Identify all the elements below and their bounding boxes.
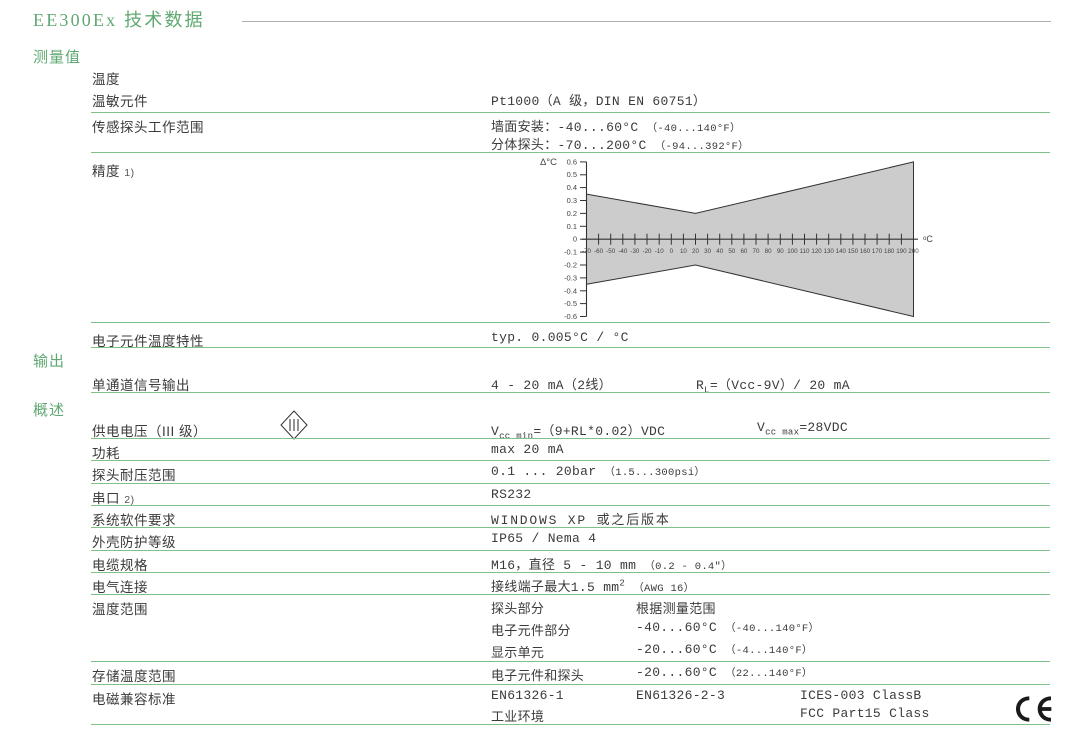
svg-text:40: 40 — [716, 248, 723, 255]
svg-text:0: 0 — [573, 235, 577, 244]
svg-text:0.2: 0.2 — [567, 209, 577, 218]
svg-text:170: 170 — [872, 248, 883, 255]
svg-text:-10: -10 — [655, 248, 665, 255]
svg-text:70: 70 — [753, 248, 760, 255]
svg-text:-50: -50 — [606, 248, 616, 255]
svg-text:130: 130 — [824, 248, 835, 255]
svg-text:-20: -20 — [643, 248, 653, 255]
svg-text:0.1: 0.1 — [567, 222, 577, 231]
svg-text:20: 20 — [692, 248, 699, 255]
svg-text:110: 110 — [800, 248, 810, 255]
svg-text:-30: -30 — [630, 248, 640, 255]
svg-text:-0.6: -0.6 — [564, 312, 577, 321]
svg-text:150: 150 — [848, 248, 859, 255]
svg-text:Δ°C: Δ°C — [540, 157, 557, 168]
svg-text:10: 10 — [680, 248, 687, 255]
svg-text:-40: -40 — [618, 248, 628, 255]
svg-text:0.3: 0.3 — [567, 196, 577, 205]
svg-text:30: 30 — [704, 248, 711, 255]
svg-text:90: 90 — [777, 248, 784, 255]
svg-text:50: 50 — [728, 248, 735, 255]
svg-text:0.6: 0.6 — [567, 157, 577, 166]
svg-text:0: 0 — [670, 248, 674, 255]
svg-text:0.4: 0.4 — [567, 183, 577, 192]
svg-text:200: 200 — [908, 248, 919, 255]
svg-text:-0.2: -0.2 — [564, 261, 577, 270]
svg-text:0.5: 0.5 — [567, 170, 577, 179]
svg-text:oC: oC — [923, 234, 933, 244]
svg-text:-0.4: -0.4 — [564, 286, 577, 295]
svg-text:160: 160 — [860, 248, 871, 255]
svg-text:-0.1: -0.1 — [564, 248, 577, 257]
svg-text:-60: -60 — [594, 248, 604, 255]
svg-text:100: 100 — [787, 248, 798, 255]
svg-text:-0.5: -0.5 — [564, 299, 577, 308]
svg-text:190: 190 — [896, 248, 907, 255]
svg-text:-70: -70 — [582, 248, 592, 255]
svg-text:140: 140 — [836, 248, 847, 255]
svg-text:80: 80 — [765, 248, 772, 255]
svg-text:120: 120 — [811, 248, 822, 255]
svg-text:60: 60 — [740, 248, 747, 255]
svg-text:180: 180 — [884, 248, 895, 255]
svg-text:-0.3: -0.3 — [564, 273, 577, 282]
